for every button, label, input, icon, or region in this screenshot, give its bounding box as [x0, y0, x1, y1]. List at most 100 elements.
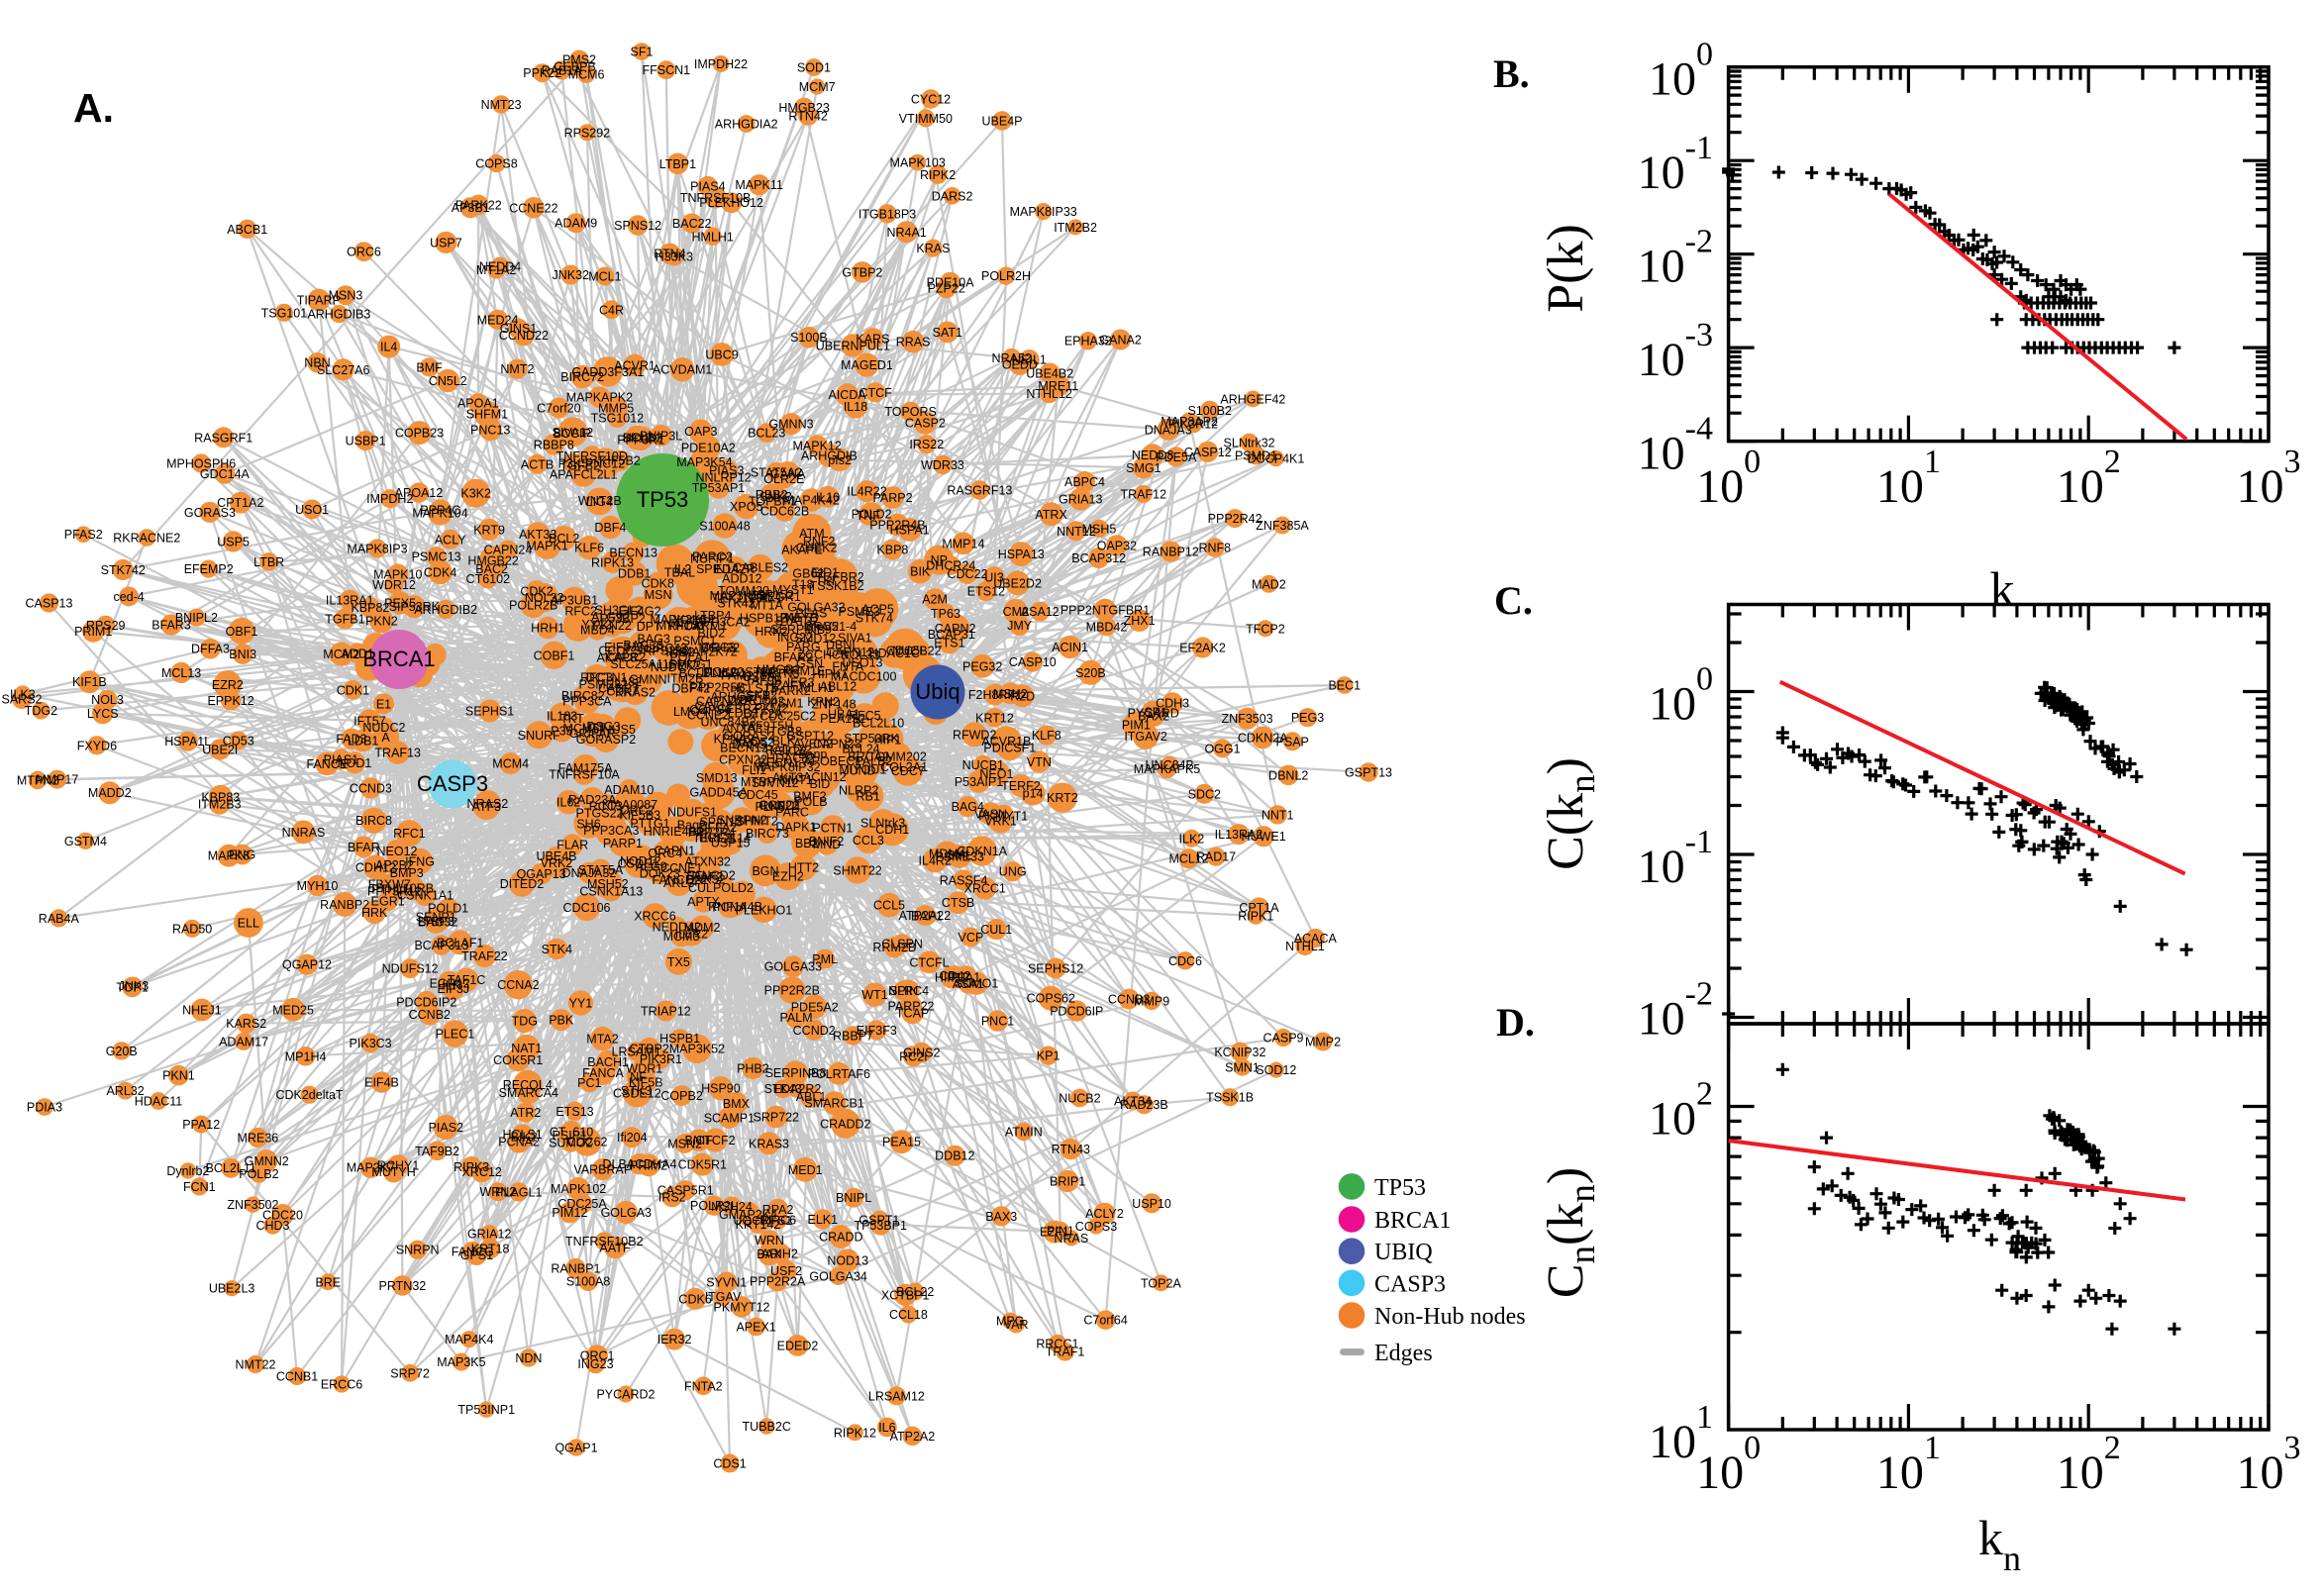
svg-text:RFC5: RFC5 [849, 709, 881, 723]
svg-text:BNIF2: BNIF2 [809, 835, 844, 848]
svg-text:NUCB2: NUCB2 [1059, 1092, 1100, 1106]
svg-text:IL62: IL62 [556, 796, 580, 810]
svg-text:SNK32: SNK32 [686, 873, 726, 887]
svg-text:SMN1: SMN1 [1225, 1060, 1260, 1074]
svg-text:KRAS2: KRAS2 [615, 685, 656, 699]
svg-text:TAF9B: TAF9B [745, 673, 782, 687]
svg-text:CD53: CD53 [223, 735, 254, 748]
svg-text:PIAS4: PIAS4 [690, 180, 725, 194]
svg-text:SARS2: SARS2 [2, 693, 43, 707]
svg-text:USP7: USP7 [430, 236, 462, 249]
svg-text:ING22: ING22 [777, 631, 813, 645]
svg-text:PPK2: PPK2 [669, 658, 701, 672]
svg-text:PPP3R1: PPP3R1 [617, 434, 664, 448]
svg-text:LMO4: LMO4 [673, 705, 707, 719]
svg-text:TFCP2: TFCP2 [1246, 622, 1285, 636]
svg-text:C(kn): C(kn) [1538, 757, 1603, 870]
svg-text:RIPK1: RIPK1 [1238, 910, 1273, 924]
svg-text:EDED2: EDED2 [777, 1339, 819, 1352]
svg-text:CDK1: CDK1 [337, 683, 369, 697]
svg-text:HSPB12: HSPB12 [740, 612, 787, 626]
svg-text:H33K3: H33K3 [656, 249, 693, 263]
svg-text:CALR2: CALR2 [606, 650, 646, 664]
svg-text:RFC1: RFC1 [393, 827, 426, 841]
svg-text:PRIM1: PRIM1 [74, 625, 112, 639]
svg-text:SNURF: SNURF [518, 729, 560, 743]
svg-text:HAX1: HAX1 [751, 592, 783, 606]
svg-text:CDC7: CDC7 [891, 764, 925, 778]
svg-text:TP53: TP53 [637, 487, 689, 512]
svg-text:WT1: WT1 [861, 988, 887, 1002]
svg-text:NLRC4: NLRC4 [888, 984, 929, 998]
svg-text:GPS1: GPS1 [460, 1248, 493, 1262]
svg-text:EIF4B: EIF4B [364, 1076, 399, 1090]
svg-text:TNFRSF10B2: TNFRSF10B2 [565, 1235, 644, 1248]
svg-text:IL6: IL6 [878, 1421, 895, 1435]
svg-text:IFT57: IFT57 [354, 714, 386, 728]
svg-text:EDA2R: EDA2R [714, 562, 756, 576]
svg-text:PNC1: PNC1 [981, 1015, 1014, 1029]
svg-text:CCNA2: CCNA2 [497, 978, 539, 992]
svg-text:RNF8: RNF8 [1198, 542, 1231, 555]
svg-text:ITM2B2: ITM2B2 [1054, 221, 1097, 235]
svg-text:EZR2: EZR2 [212, 678, 244, 692]
svg-text:KLF6: KLF6 [574, 542, 604, 555]
svg-text:FAM175A: FAM175A [558, 761, 614, 775]
svg-text:DNAJA32: DNAJA32 [561, 866, 616, 880]
svg-text:CCNE22: CCNE22 [509, 201, 557, 215]
svg-text:MSH5: MSH5 [1082, 522, 1117, 536]
svg-text:SLNtrk3: SLNtrk3 [860, 817, 905, 831]
svg-text:BRCA1: BRCA1 [362, 647, 435, 671]
svg-text:PSIP1: PSIP1 [553, 1129, 587, 1143]
svg-text:AP3UB1: AP3UB1 [551, 593, 598, 607]
svg-text:TP53: TP53 [1374, 1175, 1426, 1201]
svg-text:KRAS: KRAS [916, 242, 950, 255]
svg-text:BIRC73: BIRC73 [746, 827, 789, 841]
svg-text:PIK3C3: PIK3C3 [350, 1037, 392, 1050]
svg-text:MAP3K54: MAP3K54 [676, 455, 732, 469]
svg-text:ORC2: ORC2 [620, 803, 655, 817]
svg-text:CTCF: CTCF [858, 386, 892, 400]
svg-text:MED25: MED25 [272, 1003, 314, 1017]
svg-text:DFFA2: DFFA2 [698, 821, 737, 835]
svg-text:H2AFY: H2AFY [765, 679, 806, 693]
svg-text:MAPK8IP33: MAPK8IP33 [1010, 205, 1077, 219]
svg-text:BRIP1: BRIP1 [1050, 1175, 1085, 1189]
svg-text:MRE36: MRE36 [238, 1132, 279, 1146]
svg-text:FANCA: FANCA [582, 1066, 624, 1080]
svg-text:SCAMP1: SCAMP1 [704, 1111, 755, 1125]
svg-text:HIPK1: HIPK1 [812, 667, 848, 681]
svg-text:HDAC1C: HDAC1C [869, 647, 920, 660]
svg-text:ILK2: ILK2 [1179, 832, 1205, 846]
svg-text:EIF3F3: EIF3F3 [857, 1024, 897, 1038]
svg-text:ABPC4: ABPC4 [1064, 475, 1105, 489]
svg-text:ADD12: ADD12 [722, 571, 761, 585]
svg-text:FNTA: FNTA [832, 660, 863, 674]
svg-text:PRTN32: PRTN32 [379, 1279, 427, 1293]
svg-text:ARHGEF4: ARHGEF4 [710, 690, 768, 704]
svg-text:IRS22: IRS22 [909, 438, 944, 451]
svg-text:HSPA1L: HSPA1L [164, 735, 211, 748]
svg-text:ced-4: ced-4 [113, 590, 144, 604]
svg-text:ITGB18P3: ITGB18P3 [858, 207, 916, 221]
svg-text:GMNN: GMNN [629, 673, 666, 687]
svg-text:S100A8: S100A8 [566, 1275, 611, 1289]
svg-text:CASP2: CASP2 [905, 417, 946, 431]
svg-text:PALM: PALM [779, 1011, 812, 1025]
svg-text:S20B: S20B [1075, 666, 1106, 680]
svg-text:MT1A: MT1A [751, 599, 784, 613]
svg-text:CCDC5: CCDC5 [598, 645, 641, 658]
svg-text:MAPK8IP3: MAPK8IP3 [347, 543, 407, 556]
svg-text:DBNL: DBNL [826, 638, 858, 651]
svg-text:NMT23: NMT23 [481, 98, 522, 112]
svg-text:USO1: USO1 [295, 503, 329, 517]
svg-text:ITGB8: ITGB8 [766, 725, 802, 739]
svg-text:MAPK102: MAPK102 [551, 1182, 606, 1196]
svg-text:ATP2A2: ATP2A2 [890, 1430, 936, 1444]
svg-text:SMG1: SMG1 [1126, 461, 1161, 475]
svg-text:FXYD6: FXYD6 [77, 739, 117, 752]
svg-text:GSPT13: GSPT13 [1345, 766, 1392, 780]
svg-text:GB62: GB62 [792, 566, 824, 580]
svg-text:Ubiq: Ubiq [915, 679, 960, 704]
svg-text:SAT1: SAT1 [933, 326, 962, 340]
